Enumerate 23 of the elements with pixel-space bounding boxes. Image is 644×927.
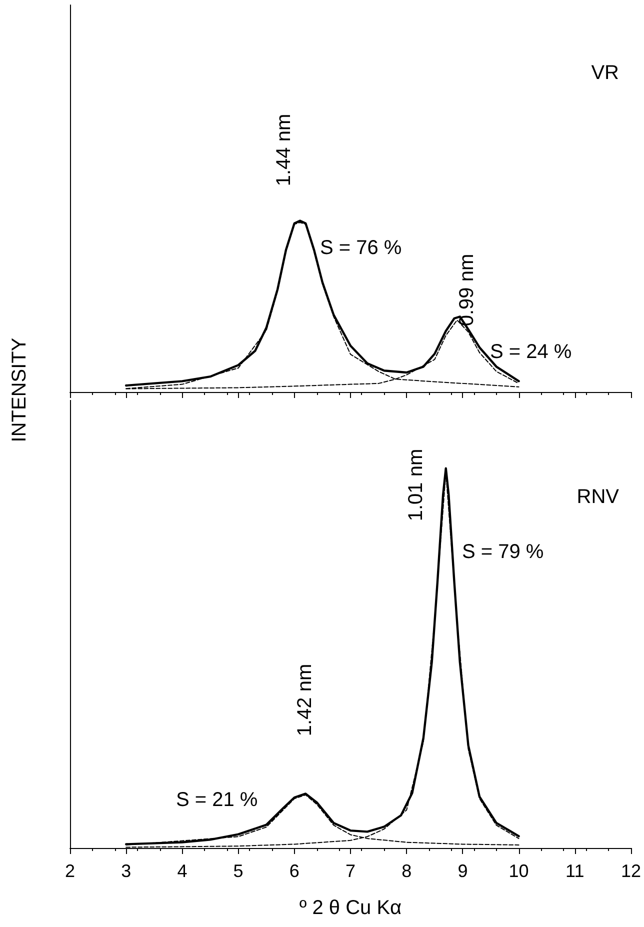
annotation: 1.01 nm [405, 448, 427, 522]
annotation: S = 79 % [462, 541, 544, 563]
x-tick-label: 11 [566, 861, 584, 881]
x-tick-label: 7 [345, 861, 356, 881]
x-tick-label: 8 [402, 861, 412, 881]
annotation: S = 76 % [320, 237, 402, 259]
x-tick-label: 12 [620, 861, 642, 881]
x-tick-label: 10 [508, 861, 529, 881]
annotation: S = 21 % [176, 789, 258, 811]
annotation: 1.42 nm [294, 664, 316, 736]
annotation: 0.99 nm [456, 254, 478, 326]
x-tick-label: 2 [64, 861, 76, 881]
x-tick-label: 5 [233, 861, 244, 881]
y-axis-title: INTENSITY [8, 338, 32, 442]
x-tick-label: 3 [121, 861, 132, 881]
text: RNV [576, 486, 620, 508]
x-axis-title: º 2 θ Cu Kα [299, 897, 402, 919]
x-tick-label: 6 [289, 861, 300, 881]
text: 1.44 nm [273, 114, 295, 186]
chart-title: VR [591, 62, 620, 84]
x-tick-label: 9 [458, 861, 468, 881]
x-tick-label: 4 [177, 861, 188, 881]
annotation: S = 24 % [490, 341, 572, 363]
